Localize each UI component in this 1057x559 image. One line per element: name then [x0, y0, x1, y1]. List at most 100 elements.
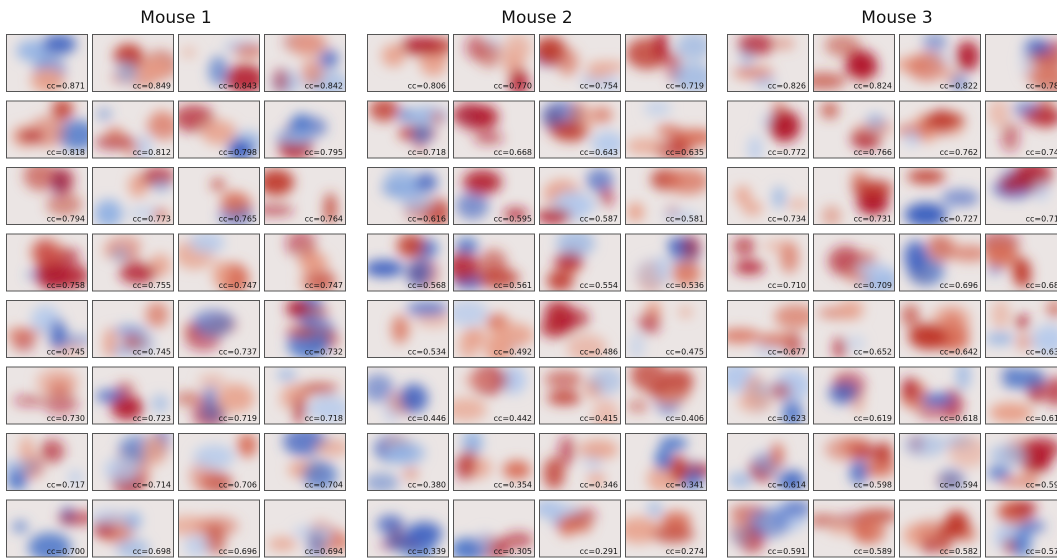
blob	[91, 509, 129, 525]
cc-label: cc=0.643	[580, 148, 618, 157]
cc-label: cc=0.614	[768, 481, 806, 490]
blob	[319, 49, 339, 68]
blob	[774, 38, 795, 50]
blob	[807, 514, 839, 527]
cc-label: cc=0.842	[305, 82, 343, 91]
cc-label: cc=0.719	[666, 82, 704, 91]
blob	[569, 520, 592, 532]
cc-label: cc=0.623	[768, 414, 806, 423]
cc-label: cc=0.818	[47, 148, 85, 157]
blob	[733, 237, 756, 256]
blob	[238, 433, 258, 457]
blob	[903, 434, 946, 456]
blob	[728, 473, 752, 488]
blob	[400, 384, 429, 413]
blob	[147, 113, 181, 140]
blob	[386, 442, 425, 465]
blob	[40, 439, 65, 462]
cc-label: cc=0.339	[408, 547, 446, 556]
cc-label: cc=0.719	[219, 414, 257, 423]
blob	[660, 388, 688, 408]
cc-label: cc=0.274	[666, 547, 704, 556]
blob	[220, 191, 246, 213]
cc-label: cc=0.762	[940, 148, 978, 157]
blob	[833, 337, 845, 359]
blob	[201, 120, 236, 145]
blob	[211, 179, 225, 190]
cc-label: cc=0.843	[219, 82, 257, 91]
blob	[460, 101, 479, 131]
blob	[111, 247, 127, 261]
blob	[1015, 315, 1029, 327]
blob	[1020, 46, 1033, 76]
cc-label: cc=0.635	[666, 148, 704, 157]
blob	[925, 235, 952, 264]
cc-label: cc=0.737	[219, 348, 257, 357]
cc-label: cc=0.696	[219, 547, 257, 556]
blob	[258, 169, 294, 196]
cc-label: cc=0.717	[47, 481, 85, 490]
panel-title: Mouse 1	[140, 8, 211, 28]
blob	[733, 67, 774, 79]
blob	[647, 501, 661, 517]
blob	[627, 400, 649, 412]
cc-label: cc=0.710	[768, 281, 806, 290]
blob	[391, 315, 408, 344]
blob	[853, 122, 896, 137]
blob	[456, 192, 489, 219]
blob	[463, 172, 501, 190]
blob	[984, 333, 1011, 344]
blob	[503, 532, 533, 548]
cc-label: cc=0.773	[133, 215, 171, 224]
blob	[734, 261, 765, 275]
cc-label: cc=0.346	[580, 481, 618, 490]
blob	[152, 394, 169, 412]
blob	[538, 319, 575, 337]
cc-label: cc=0.747	[305, 281, 343, 290]
blob	[46, 193, 81, 216]
blob	[638, 312, 660, 334]
blob	[822, 206, 841, 227]
blob	[146, 302, 169, 327]
cc-label: cc=0.652	[854, 348, 892, 357]
blob	[125, 511, 141, 530]
blob	[458, 331, 479, 360]
blob	[876, 441, 893, 466]
blob	[407, 302, 449, 316]
blob	[139, 58, 171, 79]
cc-label: cc=0.581	[666, 215, 704, 224]
cc-label: cc=0.755	[133, 281, 171, 290]
blob	[315, 439, 351, 456]
cc-label: cc=0.714	[133, 481, 171, 490]
cc-label: cc=0.747	[219, 281, 257, 290]
blob	[397, 234, 426, 258]
blob	[992, 300, 1010, 330]
blob	[152, 181, 170, 192]
blob	[275, 131, 315, 144]
blob	[905, 130, 919, 146]
blob	[299, 384, 338, 394]
blob	[254, 205, 294, 216]
blob	[403, 466, 419, 480]
cc-label: cc=0.770	[494, 82, 532, 91]
blob	[772, 186, 785, 209]
blob	[984, 244, 1017, 268]
blob	[600, 186, 614, 206]
blob	[268, 537, 297, 550]
cc-label: cc=0.812	[133, 148, 171, 157]
cc-label: cc=0.681	[1026, 281, 1057, 290]
blob	[922, 112, 964, 128]
blob	[181, 47, 195, 57]
blob	[923, 32, 947, 53]
blob	[844, 66, 879, 77]
blob	[503, 461, 531, 480]
blob	[659, 437, 688, 449]
blob	[13, 395, 46, 406]
blob	[949, 436, 988, 468]
blob	[364, 260, 403, 277]
cc-label: cc=0.754	[580, 82, 618, 91]
cc-label: cc=0.766	[854, 148, 892, 157]
cc-label: cc=0.700	[47, 547, 85, 556]
blob	[838, 298, 865, 319]
cc-label: cc=0.758	[47, 281, 85, 290]
